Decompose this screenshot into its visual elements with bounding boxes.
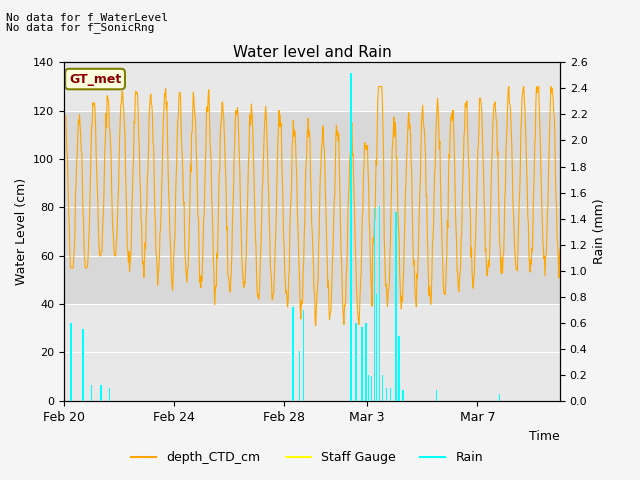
Bar (365, 323, 367, 401)
Bar (403, 390, 404, 401)
Bar (371, 376, 372, 401)
Bar (303, 310, 305, 401)
Bar (386, 388, 387, 401)
Bar (64, 111, 560, 304)
Bar (350, 73, 351, 401)
Bar (398, 336, 400, 401)
Bar (70, 323, 72, 401)
Title: Water level and Rain: Water level and Rain (232, 45, 392, 60)
Text: GT_met: GT_met (69, 72, 121, 85)
Bar (499, 394, 500, 401)
Bar (109, 388, 110, 401)
Text: Time: Time (529, 430, 560, 443)
Bar (355, 323, 356, 401)
Bar (368, 375, 369, 401)
Legend: depth_CTD_cm, Staff Gauge, Rain: depth_CTD_cm, Staff Gauge, Rain (127, 446, 488, 469)
Bar (376, 294, 378, 401)
Y-axis label: Water Level (cm): Water Level (cm) (15, 178, 28, 285)
Bar (100, 385, 102, 401)
Bar (390, 388, 391, 401)
Bar (292, 307, 294, 401)
Text: No data for f_WaterLevel: No data for f_WaterLevel (6, 12, 168, 23)
Bar (91, 385, 92, 401)
Bar (82, 329, 84, 401)
Text: No data for f_SonicRng: No data for f_SonicRng (6, 22, 155, 33)
Bar (299, 351, 300, 401)
Bar (374, 208, 375, 401)
Bar (379, 205, 380, 401)
Bar (436, 390, 437, 401)
Y-axis label: Rain (mm): Rain (mm) (593, 199, 606, 264)
Bar (396, 212, 397, 401)
Bar (361, 326, 362, 401)
Bar (381, 375, 383, 401)
